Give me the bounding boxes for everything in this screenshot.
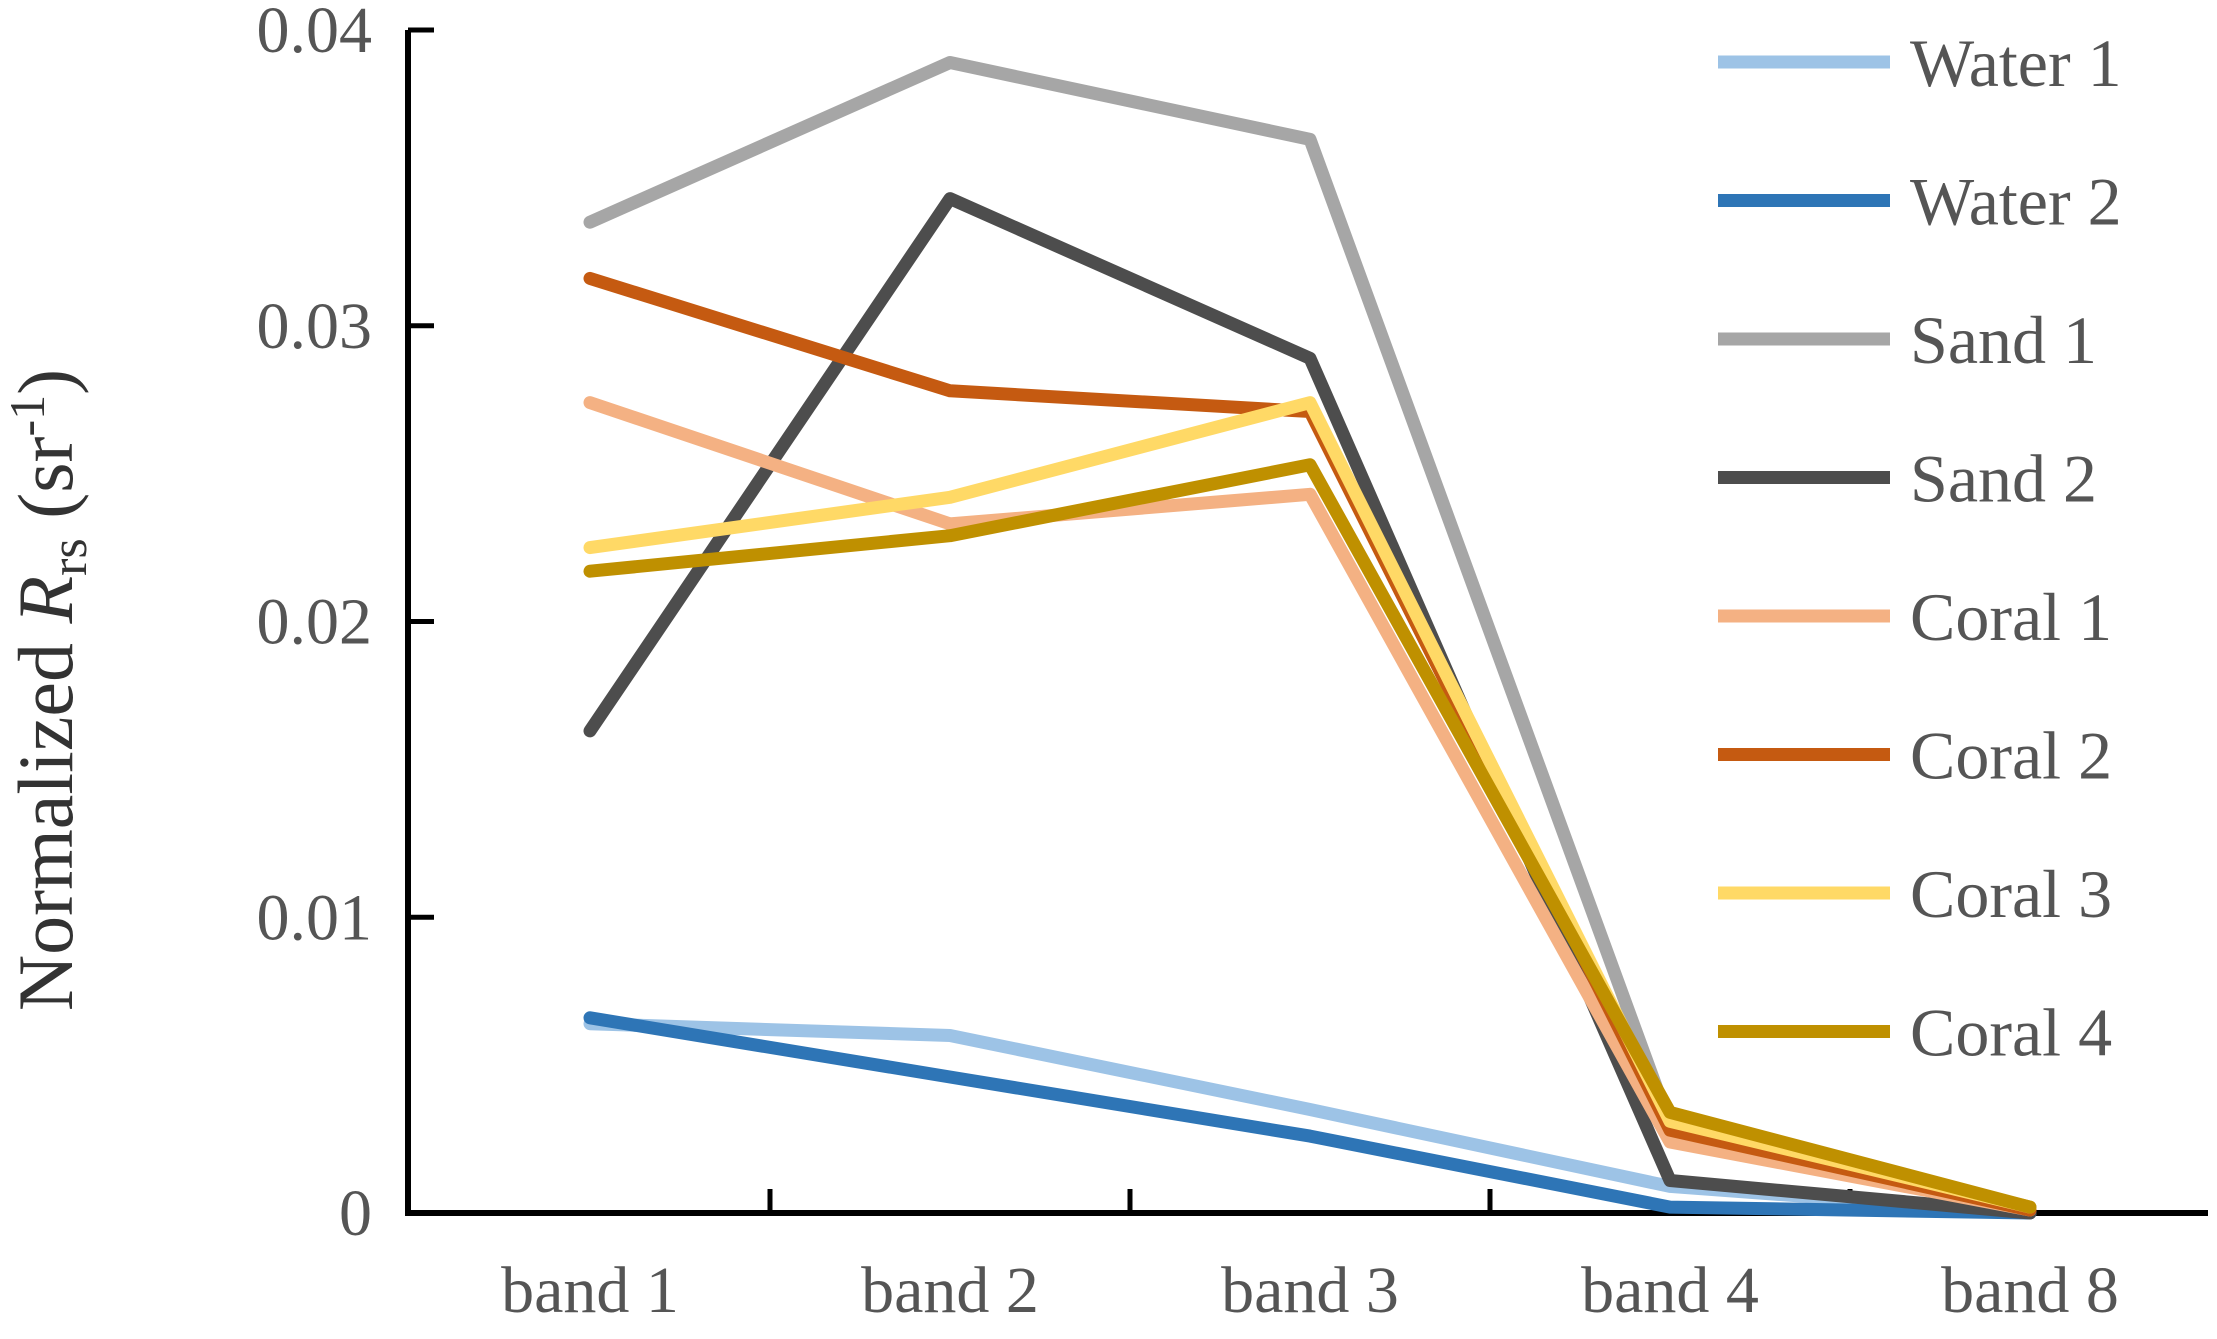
y-tick-label-0: 0 — [339, 1177, 372, 1250]
legend-item-coral-4: Coral 4 — [1718, 995, 2112, 1071]
legend-item-water-1: Water 1 — [1718, 25, 2122, 101]
legend-label-coral-4: Coral 4 — [1910, 995, 2112, 1071]
legend-label-water-2: Water 2 — [1910, 164, 2122, 240]
legend-label-sand-1: Sand 1 — [1910, 302, 2097, 378]
legend-item-coral-2: Coral 2 — [1718, 718, 2112, 794]
legend-label-coral-2: Coral 2 — [1910, 718, 2112, 794]
series-line-coral-1 — [583, 396, 2037, 1217]
legend-label-coral-1: Coral 1 — [1910, 579, 2112, 655]
legend-item-sand-1: Sand 1 — [1718, 302, 2097, 378]
legend-label-sand-2: Sand 2 — [1910, 441, 2097, 517]
x-tick-label-band-3: band 3 — [1221, 1254, 1399, 1327]
x-tick-label-band-1: band 1 — [501, 1254, 679, 1327]
y-axis-label-unit-close: ) — [2, 369, 89, 395]
legend-label-coral-3: Coral 3 — [1910, 856, 2112, 932]
series-line-coral-4 — [583, 458, 2037, 1214]
legend: Water 1 Water 2 Sand 1 Sand 2 Coral 1 Coral 2… — [1718, 25, 2122, 1071]
x-tick-label-band-2: band 2 — [861, 1254, 1039, 1327]
y-tick-label-4: 0.04 — [257, 0, 373, 67]
series-line-sand-2 — [583, 192, 2037, 1220]
legend-item-sand-2: Sand 2 — [1718, 441, 2097, 517]
y-axis-label: Normalized Rrs (sr-1) — [0, 369, 98, 1011]
y-axis-label-sup: -1 — [0, 395, 55, 437]
y-tick-label-2: 0.02 — [257, 586, 373, 659]
series-line-water-2 — [583, 1011, 2037, 1220]
series-line-coral-3 — [583, 396, 2037, 1214]
legend-item-coral-1: Coral 1 — [1718, 579, 2112, 655]
y-axis-label-unit-open: (sr — [2, 436, 89, 538]
x-tick-label-band-8: band 8 — [1941, 1254, 2119, 1327]
y-tick-label-3: 0.03 — [257, 290, 373, 363]
y-axis-label-main: Normalized — [2, 623, 89, 1011]
y-tick-label-1: 0.01 — [257, 881, 373, 954]
legend-label-water-1: Water 1 — [1910, 25, 2122, 101]
x-tick-label-band-4: band 4 — [1581, 1254, 1759, 1327]
y-axis-label-sub: rs — [41, 538, 98, 576]
y-axis-label-italic: R — [2, 576, 89, 625]
x-ticks: band 1 band 2 band 3 band 4 band 8 — [501, 1189, 2119, 1327]
series-lines — [583, 56, 2037, 1220]
legend-item-coral-3: Coral 3 — [1718, 856, 2112, 932]
y-ticks: 0 0.01 0.02 0.03 0.04 — [257, 0, 434, 1250]
legend-item-water-2: Water 2 — [1718, 164, 2122, 240]
